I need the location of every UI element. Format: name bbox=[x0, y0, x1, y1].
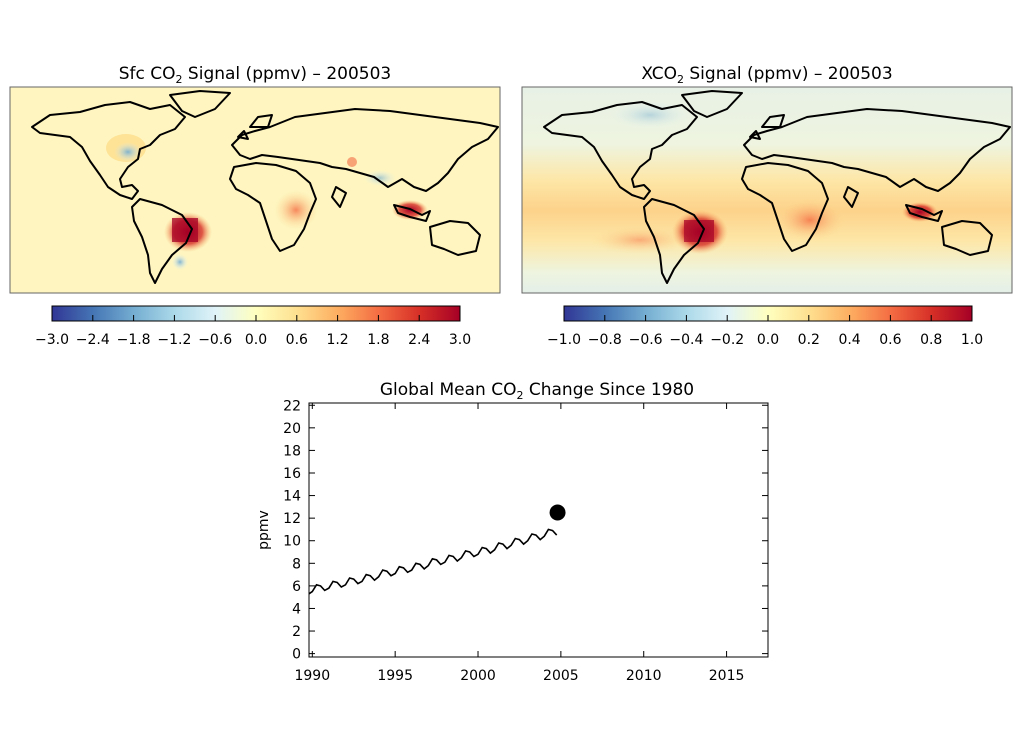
colorbar-tick-label: −0.8 bbox=[588, 332, 622, 348]
sfc-title-suffix: Signal (ppmv) – 200503 bbox=[183, 64, 392, 84]
series-layer bbox=[308, 504, 566, 595]
chart-title: Global Mean CO2 Change Since 1980 bbox=[380, 380, 694, 402]
y-tick-label: 8 bbox=[292, 556, 301, 572]
colorbar-tick-label: 0.0 bbox=[757, 332, 779, 348]
xco2-map-field bbox=[522, 87, 1012, 293]
xco2-colorbar: −1.0 −0.8 −0.6 −0.4 −0.2 0.0 0.2 0.4 0.6 0.8 1.0 bbox=[547, 305, 983, 348]
colorbar-tick-label: 0.6 bbox=[286, 332, 308, 348]
y-tick-label: 12 bbox=[283, 511, 301, 527]
sfc-title-subscript: 2 bbox=[176, 73, 183, 86]
colorbar-tick-label: 0.2 bbox=[798, 332, 820, 348]
colorbar-tick-label: −0.2 bbox=[710, 332, 744, 348]
colorbar-tick-label: −0.6 bbox=[629, 332, 663, 348]
xco2-hotspot-core bbox=[684, 220, 714, 242]
sfc-co2-map-panel: Sfc CO2 Signal (ppmv) – 200503 −3.0 −2.4−… bbox=[9, 64, 501, 348]
y-tick-label: 20 bbox=[283, 421, 301, 437]
colorbar-tick-label: 0.6 bbox=[879, 332, 901, 348]
y-tick-label: 16 bbox=[283, 466, 301, 482]
sfc-map-field bbox=[10, 87, 500, 293]
x-tick-label: 2010 bbox=[626, 668, 662, 684]
colorbar-tick-label: 0.4 bbox=[838, 332, 860, 348]
co2-change-line bbox=[308, 528, 558, 595]
xco2-title-suffix: Signal (ppmv) – 200503 bbox=[684, 64, 893, 84]
sfc-map-frame bbox=[9, 86, 501, 294]
sfc-title-prefix: Sfc CO bbox=[119, 64, 176, 84]
y-axis-ticks: 0 2 4 6 8 10 12 14 16 18 20 22 bbox=[283, 398, 768, 663]
x-tick-label: 2005 bbox=[543, 668, 579, 684]
sfc-south-america-cool bbox=[172, 254, 188, 270]
sfc-asia-warm bbox=[347, 157, 357, 167]
colorbar-tick-label: −2.4 bbox=[76, 332, 110, 348]
y-tick-label: 4 bbox=[292, 601, 301, 617]
colorbar-tick-label: −0.4 bbox=[669, 332, 703, 348]
colorbar-tick-label: 1.2 bbox=[326, 332, 348, 348]
current-value-marker bbox=[549, 504, 566, 521]
xco2-map-title: XCO2 Signal (ppmv) – 200503 bbox=[641, 64, 892, 86]
x-tick-label: 1995 bbox=[377, 668, 413, 684]
sfc-colorbar: −3.0 −2.4 −1.8 −1.2 −0.6 0.0 0.6 1.2 1.8 2.4 3.0 bbox=[35, 305, 471, 348]
y-axis-label: ppmv bbox=[256, 510, 272, 550]
y-tick-label: 14 bbox=[283, 489, 301, 505]
xco2-map-frame bbox=[521, 86, 1013, 294]
colorbar-tick-label: 1.0 bbox=[961, 332, 983, 348]
colorbar-tick-label: −1.2 bbox=[157, 332, 191, 348]
xco2-atlantic-warm bbox=[590, 226, 690, 254]
y-tick-label: 22 bbox=[283, 398, 301, 414]
y-tick-label: 10 bbox=[283, 534, 301, 550]
sfc-hotspot-core bbox=[172, 218, 198, 242]
sfc-asia-cool bbox=[364, 170, 396, 186]
x-axis-ticks: 1990 1995 2000 2005 2010 2015 bbox=[294, 403, 744, 684]
y-tick-label: 2 bbox=[292, 624, 301, 640]
xco2-africa-warm bbox=[774, 198, 846, 242]
x-tick-label: 1990 bbox=[294, 668, 330, 684]
sfc-north-america-cool bbox=[114, 142, 142, 162]
colorbar-tick-label: 1.8 bbox=[367, 332, 389, 348]
xco2-colorbar-ticks: −1.0 −0.8 −0.6 −0.4 −0.2 0.0 0.2 0.4 0.6 0.8 1.0 bbox=[547, 315, 983, 348]
chart-title-suffix: Change Since 1980 bbox=[523, 380, 694, 400]
global-mean-chart: Global Mean CO2 Change Since 1980 ppmv 0… bbox=[256, 380, 769, 684]
chart-title-subscript: 2 bbox=[516, 389, 523, 402]
xco2-title-subscript: 2 bbox=[677, 73, 684, 86]
colorbar-tick-label: −1.8 bbox=[117, 332, 151, 348]
colorbar-tick-label: 3.0 bbox=[449, 332, 471, 348]
chart-title-prefix: Global Mean CO bbox=[380, 380, 517, 400]
plot-area bbox=[308, 402, 769, 658]
xco2-map-panel: XCO2 Signal (ppmv) – 200503 −1.0 −0.8 −0.6… bbox=[521, 64, 1013, 348]
colorbar-tick-label: 2.4 bbox=[408, 332, 430, 348]
sfc-map-title: Sfc CO2 Signal (ppmv) – 200503 bbox=[119, 64, 391, 86]
colorbar-tick-label: −0.6 bbox=[198, 332, 232, 348]
colorbar-tick-label: 0.8 bbox=[920, 332, 942, 348]
x-tick-label: 2015 bbox=[709, 668, 745, 684]
colorbar-tick-label: −1.0 bbox=[547, 332, 581, 348]
x-tick-label: 2000 bbox=[460, 668, 496, 684]
sfc-colorbar-ticks: −3.0 −2.4 −1.8 −1.2 −0.6 0.0 0.6 1.2 1.8 2.4 3.0 bbox=[35, 315, 471, 348]
y-tick-label: 18 bbox=[283, 443, 301, 459]
colorbar-tick-label: 0.0 bbox=[245, 332, 267, 348]
y-tick-label: 6 bbox=[292, 579, 301, 595]
colorbar-tick-label: −3.0 bbox=[35, 332, 69, 348]
y-tick-label: 0 bbox=[292, 647, 301, 663]
xco2-title-prefix: XCO bbox=[641, 64, 677, 84]
